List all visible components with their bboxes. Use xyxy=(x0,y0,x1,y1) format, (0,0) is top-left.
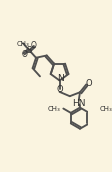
Text: O: O xyxy=(31,41,37,50)
Text: CH₃: CH₃ xyxy=(100,106,112,112)
Text: O: O xyxy=(56,85,63,94)
Text: HN: HN xyxy=(72,99,86,108)
Text: O: O xyxy=(22,50,27,59)
Text: O: O xyxy=(85,79,92,88)
Text: N: N xyxy=(57,74,64,83)
Text: S: S xyxy=(27,46,32,55)
Text: CH₃: CH₃ xyxy=(17,41,29,47)
Text: CH₃: CH₃ xyxy=(47,106,60,112)
